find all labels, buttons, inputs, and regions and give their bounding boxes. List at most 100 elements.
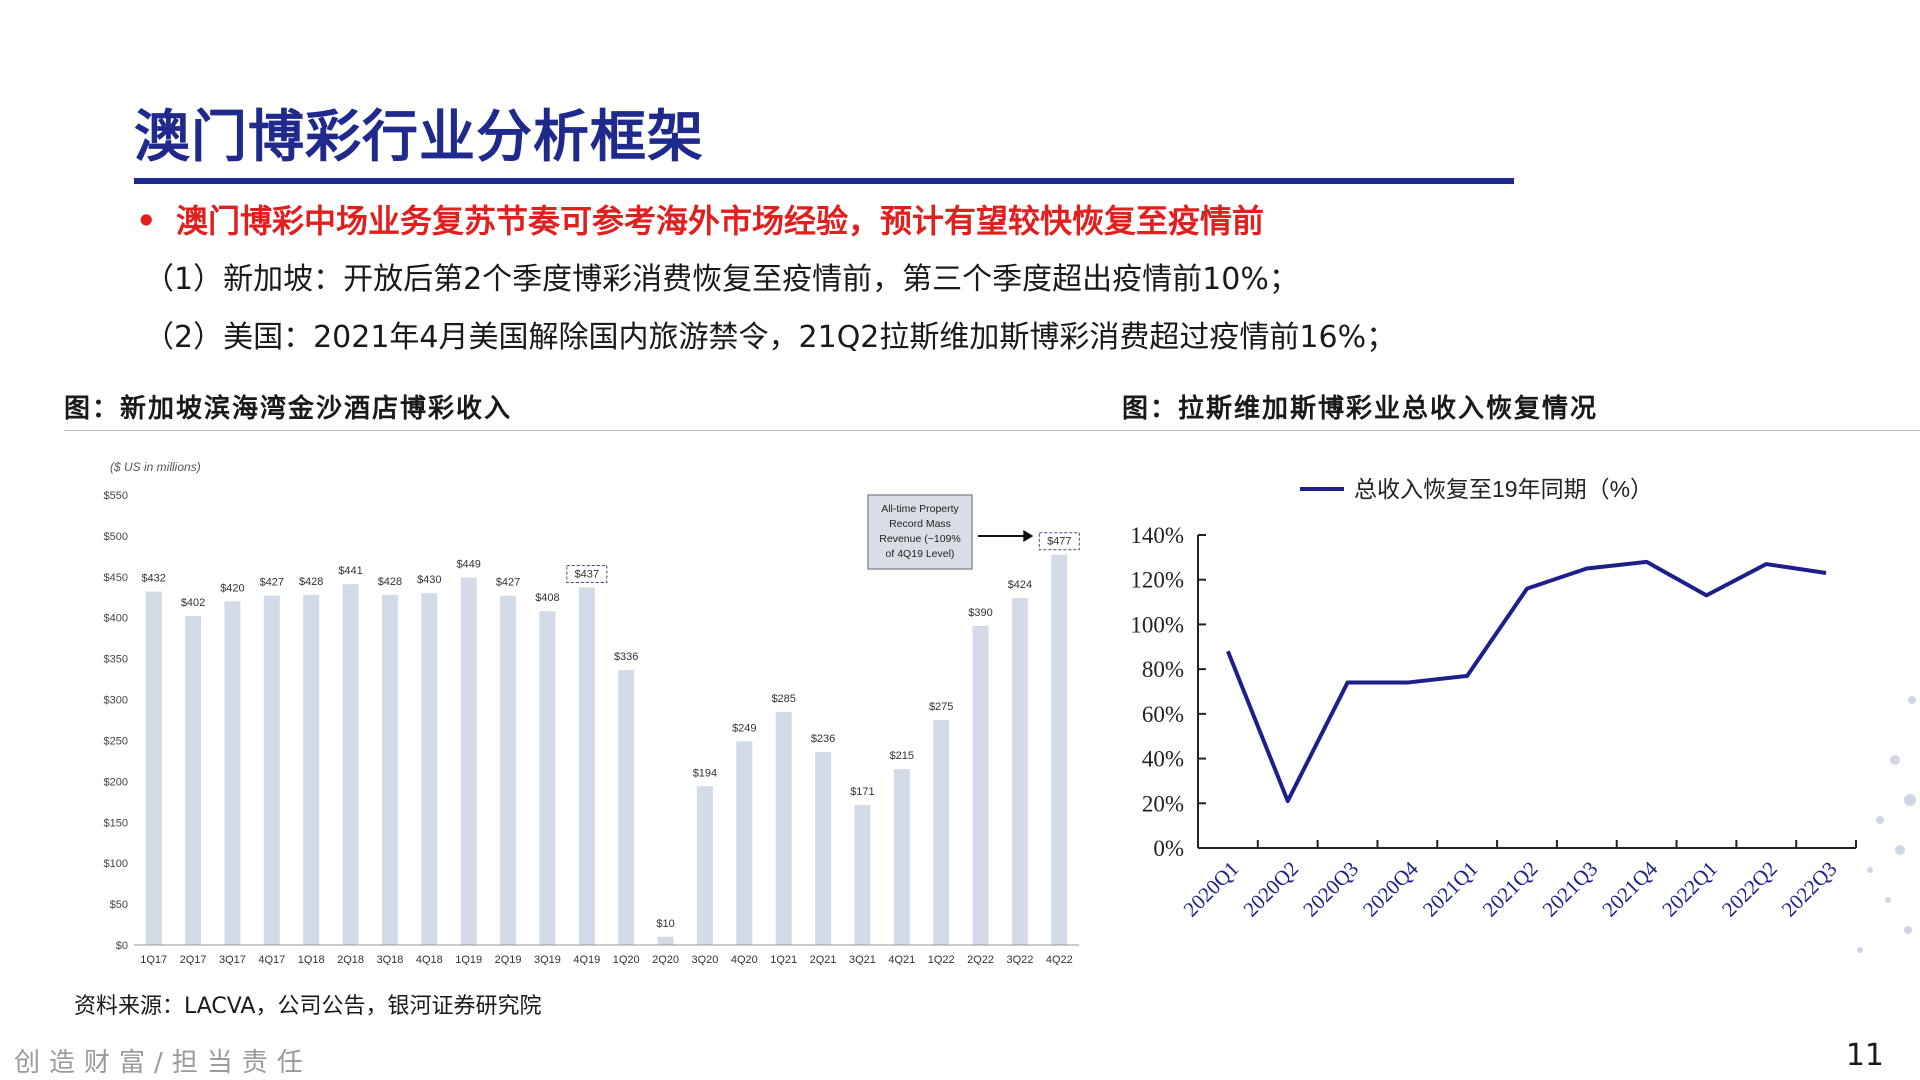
value-label: $427 xyxy=(496,577,520,589)
bar xyxy=(224,601,241,945)
bar xyxy=(460,577,477,945)
bullet-marker: • xyxy=(136,202,157,240)
x-tick-label: 3Q17 xyxy=(219,954,246,965)
value-label: $427 xyxy=(260,577,284,589)
annotation-arrowhead xyxy=(1023,530,1034,542)
us-point: （2）美国：2021年4月美国解除国内旅游禁令，21Q2拉斯维加斯博彩消费超过疫… xyxy=(144,320,1397,355)
x-tick-label: 2021Q2 xyxy=(1478,857,1543,922)
x-tick-label: 1Q21 xyxy=(770,954,797,965)
x-tick-label: 2021Q1 xyxy=(1418,857,1483,922)
bar xyxy=(854,805,871,945)
data-source: 资料来源：LACVA，公司公告，银河证券研究院 xyxy=(74,994,542,1019)
lasvegas-line-chart: 总收入恢复至19年同期（%） 0% 20% 40% 60% 80% 100% 120% 140%… xyxy=(1100,455,1900,975)
y-tick-label: 100% xyxy=(1130,612,1184,637)
value-label: $437 xyxy=(575,568,599,580)
x-tick-label: 4Q17 xyxy=(258,954,285,965)
key-point: • 澳门博彩中场业务复苏节奏可参考海外市场经验，预计有望较快恢复至疫情前 xyxy=(136,196,1264,242)
y-tick-label: $550 xyxy=(104,490,128,502)
x-tick-label: 1Q17 xyxy=(140,954,167,965)
bar xyxy=(1011,598,1028,945)
x-tick-label: 2022Q2 xyxy=(1717,857,1782,922)
bar-chart-svg: ($ US in millions) $0 $50 $100 $150 $200 $250 $… xyxy=(104,460,1080,966)
x-tick-label: 2020Q2 xyxy=(1238,857,1303,922)
x-tick-label: 2Q22 xyxy=(967,954,994,965)
value-label: $215 xyxy=(890,750,914,762)
bar xyxy=(421,593,438,945)
x-tick-label: 4Q18 xyxy=(416,954,443,965)
x-tick-label: 1Q20 xyxy=(613,954,640,965)
bar xyxy=(657,936,674,945)
x-tick-label: 4Q22 xyxy=(1046,954,1073,965)
bar xyxy=(578,587,595,945)
slide-title: 澳门博彩行业分析框架 xyxy=(134,105,704,170)
bar xyxy=(933,720,950,945)
key-point-text: 澳门博彩中场业务复苏节奏可参考海外市场经验，预计有望较快恢复至疫情前 xyxy=(176,202,1265,240)
value-label: $236 xyxy=(811,733,835,745)
bar xyxy=(618,670,635,945)
line-chart-svg: 总收入恢复至19年同期（%） 0% 20% 40% 60% 80% 100% 120% 140%… xyxy=(1130,476,1857,922)
x-tick-label: 2022Q1 xyxy=(1657,857,1722,922)
x-tick-label: 2021Q4 xyxy=(1597,856,1662,921)
bar xyxy=(145,591,162,945)
value-label: $477 xyxy=(1047,536,1071,548)
x-tick-label: 2Q18 xyxy=(337,954,364,965)
y-tick-label: $350 xyxy=(104,654,128,666)
y-tick-label: $500 xyxy=(104,531,128,543)
bar xyxy=(303,594,320,945)
bar xyxy=(1051,554,1068,945)
y-tick-label: 0% xyxy=(1153,836,1184,861)
x-tick-label: 4Q20 xyxy=(731,954,758,965)
x-tick-label: 2Q17 xyxy=(180,954,207,965)
decorative-dot-pattern xyxy=(1857,696,1916,953)
annotation-text: Record Mass xyxy=(889,518,951,530)
bar xyxy=(775,711,792,945)
value-label: $249 xyxy=(732,722,756,734)
series-line xyxy=(1226,559,1827,804)
singapore-point: （1）新加坡：开放后第2个季度博彩消费恢复至疫情前，第三个季度超出疫情前10%； xyxy=(144,262,1299,297)
x-tick-label: 2020Q3 xyxy=(1298,857,1363,922)
x-tick-label: 4Q19 xyxy=(573,954,600,965)
bar xyxy=(539,611,556,945)
x-tick-label: 1Q22 xyxy=(928,954,955,965)
bar xyxy=(381,594,398,945)
value-label-box xyxy=(1038,532,1080,551)
value-label: $424 xyxy=(1008,579,1032,591)
y-tick-label: $250 xyxy=(104,735,128,747)
bar xyxy=(972,625,989,945)
y-tick-label: $100 xyxy=(104,858,128,870)
value-label: $430 xyxy=(417,574,441,586)
x-tick-label: 3Q19 xyxy=(534,954,561,965)
right-figure-title: 图：拉斯维加斯博彩业总收入恢复情况 xyxy=(1122,394,1599,424)
title-underline xyxy=(134,178,1514,184)
bar xyxy=(500,595,517,945)
page-number: 11 xyxy=(1845,1038,1884,1073)
legend-label: 总收入恢复至19年同期（%） xyxy=(1354,476,1653,502)
x-tick-label: 2021Q3 xyxy=(1538,857,1603,922)
x-tick-label: 3Q18 xyxy=(376,954,403,965)
y-tick-label: 80% xyxy=(1142,657,1184,682)
x-tick-label: 1Q19 xyxy=(455,954,482,965)
x-tick-label: 2020Q4 xyxy=(1358,856,1423,921)
value-label: $420 xyxy=(220,582,244,594)
y-tick-label: $300 xyxy=(104,695,128,707)
figure-title-divider xyxy=(64,430,1920,431)
x-tick-label: 2Q21 xyxy=(810,954,837,965)
y-tick-label: $450 xyxy=(104,572,128,584)
bar xyxy=(815,751,832,945)
value-label: $275 xyxy=(929,701,953,713)
value-label: $428 xyxy=(299,576,323,588)
value-label: $432 xyxy=(141,573,165,585)
x-tick-label: 3Q20 xyxy=(691,954,718,965)
bar xyxy=(736,741,753,945)
value-label: $449 xyxy=(456,559,480,571)
bar xyxy=(342,584,359,945)
x-tick-label: 2020Q1 xyxy=(1179,857,1244,922)
y-tick-label: 140% xyxy=(1130,523,1184,548)
value-label: $402 xyxy=(181,597,205,609)
y-tick-label: $50 xyxy=(110,899,128,911)
annotation-text: Revenue (~109% xyxy=(879,533,960,545)
x-tick-label: 1Q18 xyxy=(298,954,325,965)
bar xyxy=(696,786,713,945)
unit-label: ($ US in millions) xyxy=(110,460,201,474)
x-tick-label: 2Q20 xyxy=(652,954,679,965)
